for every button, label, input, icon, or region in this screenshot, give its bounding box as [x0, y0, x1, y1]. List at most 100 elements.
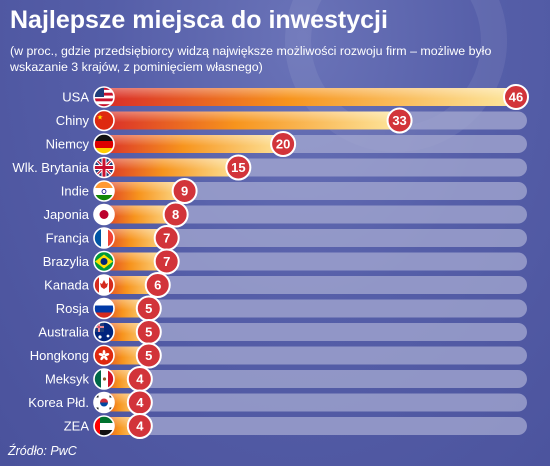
value-badge: 46 [503, 84, 529, 110]
us-flag-icon [93, 86, 115, 108]
value-badge: 4 [126, 413, 153, 439]
category-label: Brazylia [43, 254, 90, 269]
value-badge: 7 [153, 225, 180, 251]
category-label: Wlk. Brytania [12, 160, 89, 175]
category-label: Francja [46, 231, 90, 246]
gb-flag-icon [93, 156, 115, 179]
value-badge: 4 [126, 366, 153, 392]
bar-row-jp: Japonia 8 [43, 201, 527, 228]
category-label: Niemcy [46, 137, 90, 152]
value-badge: 33 [386, 107, 413, 134]
cn-flag-icon: ★ [93, 109, 115, 132]
svg-text:★: ★ [97, 114, 103, 122]
value-label: 15 [231, 160, 245, 175]
value-label: 5 [145, 301, 152, 316]
value-label: 20 [276, 137, 290, 152]
bar-row-cn: Chiny ★ 33 [56, 107, 527, 134]
bar-track [96, 205, 527, 224]
value-label: 33 [392, 113, 406, 128]
bar-row-kr: Korea Płd. 4 [28, 389, 527, 416]
category-label: Hongkong [30, 348, 89, 363]
category-label: Indie [61, 184, 89, 199]
value-badge: 15 [225, 154, 252, 181]
category-label: Chiny [56, 113, 90, 128]
bar-row-fr: Francja 7 [46, 225, 527, 251]
value-badge: 4 [126, 389, 153, 416]
fr-flag-icon [93, 227, 115, 249]
value-badge: 5 [135, 342, 162, 369]
bar-highlight [96, 158, 245, 177]
value-badge: 5 [135, 319, 162, 345]
ru-flag-icon [93, 297, 115, 320]
bar-highlight [96, 182, 191, 200]
bar-row-ca: Kanada 6 [44, 272, 527, 298]
value-label: 5 [145, 348, 152, 363]
category-label: Rosja [56, 301, 90, 316]
bar-row-au: Australia 5 [38, 319, 527, 345]
value-label: 7 [163, 231, 170, 246]
bar-highlight [96, 229, 173, 247]
bar-highlight [96, 135, 290, 153]
bar-row-hk: Hongkong 5 [30, 342, 527, 369]
category-label: Japonia [43, 207, 89, 222]
bar-track [96, 299, 527, 318]
category-label: Meksyk [45, 372, 90, 387]
value-badge: 6 [144, 272, 171, 298]
au-flag-icon [93, 321, 115, 343]
value-badge: 5 [135, 295, 162, 322]
hk-flag-icon [93, 344, 115, 367]
bar-row-in: Indie 9 [61, 178, 527, 204]
bar-row-gb: Wlk. Brytania 15 [12, 154, 527, 181]
category-label: Australia [38, 325, 89, 340]
bar-highlight [96, 205, 182, 224]
bar-track [96, 323, 527, 341]
bar-row-ae: ZEA 4 [64, 413, 527, 439]
bar-track [96, 252, 527, 271]
bar-highlight [96, 252, 173, 271]
kr-flag-icon [93, 391, 115, 414]
bar-row-br: Brazylia 7 [43, 248, 527, 275]
bar-row-ru: Rosja 5 [56, 295, 527, 322]
bar-track [96, 182, 527, 200]
value-label: 6 [154, 278, 161, 293]
jp-flag-icon [93, 203, 115, 226]
category-label: Kanada [44, 278, 90, 293]
value-badge: 9 [171, 178, 198, 204]
bar-track [96, 370, 527, 388]
chart-title: Najlepsze miejsca do inwestycji [10, 6, 388, 34]
value-badge: 20 [270, 131, 297, 157]
br-flag-icon [93, 250, 115, 273]
value-label: 5 [145, 325, 152, 340]
ae-flag-icon [93, 415, 115, 437]
mx-flag-icon [93, 368, 115, 390]
value-badge: 8 [162, 201, 189, 228]
value-label: 46 [509, 90, 523, 105]
in-flag-icon [93, 180, 115, 202]
bar-track [96, 346, 527, 365]
bar-highlight [96, 88, 522, 106]
bar-row-de: Niemcy 20 [46, 131, 527, 157]
value-badge: 7 [153, 248, 180, 275]
bar-track [96, 229, 527, 247]
bar-row-us: USA 46 [62, 84, 529, 110]
bar-row-mx: Meksyk 4 [45, 366, 527, 392]
value-label: 4 [136, 372, 144, 387]
value-label: 4 [136, 419, 144, 434]
value-label: 8 [172, 207, 179, 222]
value-label: 4 [136, 395, 144, 410]
bar-track [96, 417, 527, 435]
chart-subtitle: (w proc., gdzie przedsiębiorcy widzą naj… [10, 44, 492, 74]
category-label: Korea Płd. [28, 395, 89, 410]
category-label: USA [62, 90, 89, 105]
bar-track [96, 276, 527, 294]
value-label: 7 [163, 254, 170, 269]
ca-flag-icon [93, 274, 115, 296]
de-flag-icon [93, 133, 115, 155]
bar-highlight [96, 111, 406, 130]
source-note: Źródło: PwC [8, 444, 77, 458]
value-label: 9 [181, 184, 188, 199]
bar-track [96, 393, 527, 412]
category-label: ZEA [64, 419, 90, 434]
